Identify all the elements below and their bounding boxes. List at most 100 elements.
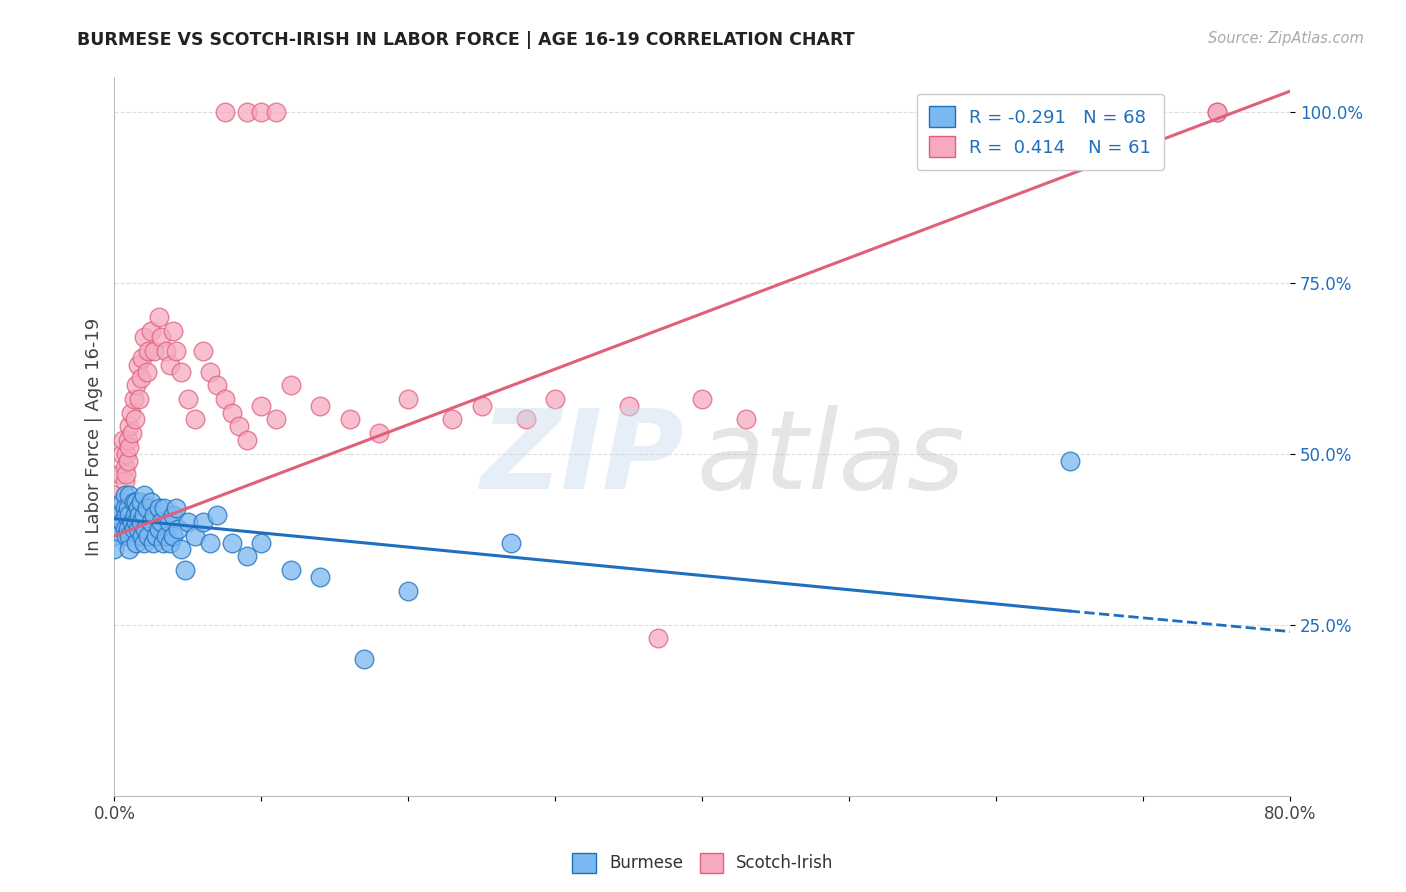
Point bbox=[125, 535, 148, 549]
Point bbox=[177, 515, 200, 529]
Point bbox=[1205, 104, 1227, 119]
Point bbox=[280, 378, 302, 392]
Point bbox=[129, 494, 152, 508]
Point bbox=[221, 406, 243, 420]
Point bbox=[501, 535, 523, 549]
Point bbox=[131, 529, 153, 543]
Point bbox=[174, 563, 197, 577]
Point bbox=[169, 365, 191, 379]
Point bbox=[114, 501, 136, 516]
Point bbox=[150, 330, 173, 344]
Point bbox=[121, 426, 143, 441]
Point bbox=[235, 104, 257, 119]
Point bbox=[122, 392, 145, 406]
Point bbox=[191, 515, 214, 529]
Point bbox=[114, 460, 136, 475]
Point bbox=[214, 392, 236, 406]
Point bbox=[118, 440, 141, 454]
Point bbox=[117, 453, 139, 467]
Point bbox=[159, 358, 181, 372]
Point bbox=[690, 392, 713, 406]
Point bbox=[142, 535, 165, 549]
Point bbox=[396, 392, 419, 406]
Point bbox=[155, 529, 177, 543]
Point bbox=[153, 501, 176, 516]
Point bbox=[441, 412, 464, 426]
Point bbox=[115, 508, 138, 523]
Point bbox=[198, 535, 221, 549]
Point bbox=[162, 324, 184, 338]
Point bbox=[117, 501, 139, 516]
Point bbox=[110, 467, 132, 482]
Text: ZIP: ZIP bbox=[481, 405, 685, 512]
Point bbox=[617, 399, 640, 413]
Point bbox=[132, 488, 155, 502]
Point bbox=[127, 358, 149, 372]
Point bbox=[129, 371, 152, 385]
Point bbox=[235, 549, 257, 564]
Point bbox=[135, 365, 157, 379]
Point bbox=[214, 104, 236, 119]
Point bbox=[117, 522, 139, 536]
Point bbox=[152, 535, 174, 549]
Point bbox=[128, 508, 150, 523]
Point bbox=[132, 330, 155, 344]
Point bbox=[103, 488, 125, 502]
Point bbox=[134, 522, 156, 536]
Point bbox=[544, 392, 567, 406]
Point bbox=[148, 310, 170, 324]
Point bbox=[145, 529, 167, 543]
Point bbox=[118, 508, 141, 523]
Point bbox=[1059, 453, 1081, 467]
Point bbox=[162, 529, 184, 543]
Point bbox=[122, 522, 145, 536]
Point bbox=[124, 508, 146, 523]
Point bbox=[184, 412, 207, 426]
Legend: Burmese, Scotch-Irish: Burmese, Scotch-Irish bbox=[565, 847, 841, 880]
Point bbox=[250, 535, 273, 549]
Point bbox=[111, 494, 134, 508]
Point bbox=[115, 467, 138, 482]
Point bbox=[114, 522, 136, 536]
Text: Source: ZipAtlas.com: Source: ZipAtlas.com bbox=[1208, 31, 1364, 46]
Point bbox=[103, 529, 125, 543]
Point bbox=[131, 351, 153, 365]
Point bbox=[143, 508, 166, 523]
Point bbox=[1205, 104, 1227, 119]
Point bbox=[125, 515, 148, 529]
Point bbox=[125, 494, 148, 508]
Point bbox=[136, 344, 159, 359]
Point bbox=[103, 515, 125, 529]
Point bbox=[1102, 104, 1125, 119]
Point bbox=[136, 529, 159, 543]
Point bbox=[143, 344, 166, 359]
Point bbox=[128, 392, 150, 406]
Point bbox=[155, 344, 177, 359]
Point bbox=[129, 515, 152, 529]
Point bbox=[228, 419, 250, 434]
Point bbox=[135, 501, 157, 516]
Point bbox=[118, 488, 141, 502]
Point bbox=[121, 515, 143, 529]
Point bbox=[127, 522, 149, 536]
Point bbox=[150, 515, 173, 529]
Point bbox=[162, 508, 184, 523]
Point bbox=[157, 515, 180, 529]
Point bbox=[264, 104, 287, 119]
Point bbox=[280, 563, 302, 577]
Text: BURMESE VS SCOTCH-IRISH IN LABOR FORCE | AGE 16-19 CORRELATION CHART: BURMESE VS SCOTCH-IRISH IN LABOR FORCE |… bbox=[77, 31, 855, 49]
Point bbox=[118, 419, 141, 434]
Point bbox=[103, 542, 125, 557]
Point bbox=[122, 494, 145, 508]
Point bbox=[207, 378, 229, 392]
Point bbox=[127, 501, 149, 516]
Point bbox=[165, 501, 187, 516]
Point bbox=[118, 529, 141, 543]
Point bbox=[120, 406, 142, 420]
Point bbox=[235, 433, 257, 447]
Text: atlas: atlas bbox=[696, 405, 965, 512]
Point bbox=[647, 632, 669, 646]
Point bbox=[368, 426, 391, 441]
Point bbox=[118, 542, 141, 557]
Point bbox=[198, 365, 221, 379]
